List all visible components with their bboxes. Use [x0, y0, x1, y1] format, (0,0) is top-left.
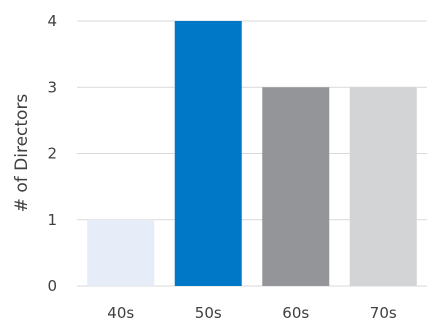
x-tick-label: 50s: [195, 304, 222, 322]
bars: [87, 21, 417, 286]
y-axis-tick-labels: 0 1 2 3 4: [47, 12, 57, 295]
x-axis-tick-labels: 40s 50s 60s 70s: [107, 304, 397, 322]
bar-40s: [87, 219, 155, 286]
y-axis-title: # of Directors: [12, 94, 32, 213]
x-tick-label: 40s: [107, 304, 134, 322]
y-tick-label: 3: [47, 78, 57, 96]
y-tick-label: 0: [47, 277, 57, 295]
y-tick-label: 4: [47, 12, 57, 30]
bar-70s: [349, 87, 417, 286]
bar-50s: [174, 21, 242, 286]
x-tick-label: 70s: [370, 304, 397, 322]
y-tick-label: 1: [47, 211, 57, 229]
y-tick-label: 2: [47, 145, 57, 163]
x-tick-label: 60s: [282, 304, 309, 322]
bar-60s: [262, 87, 330, 286]
